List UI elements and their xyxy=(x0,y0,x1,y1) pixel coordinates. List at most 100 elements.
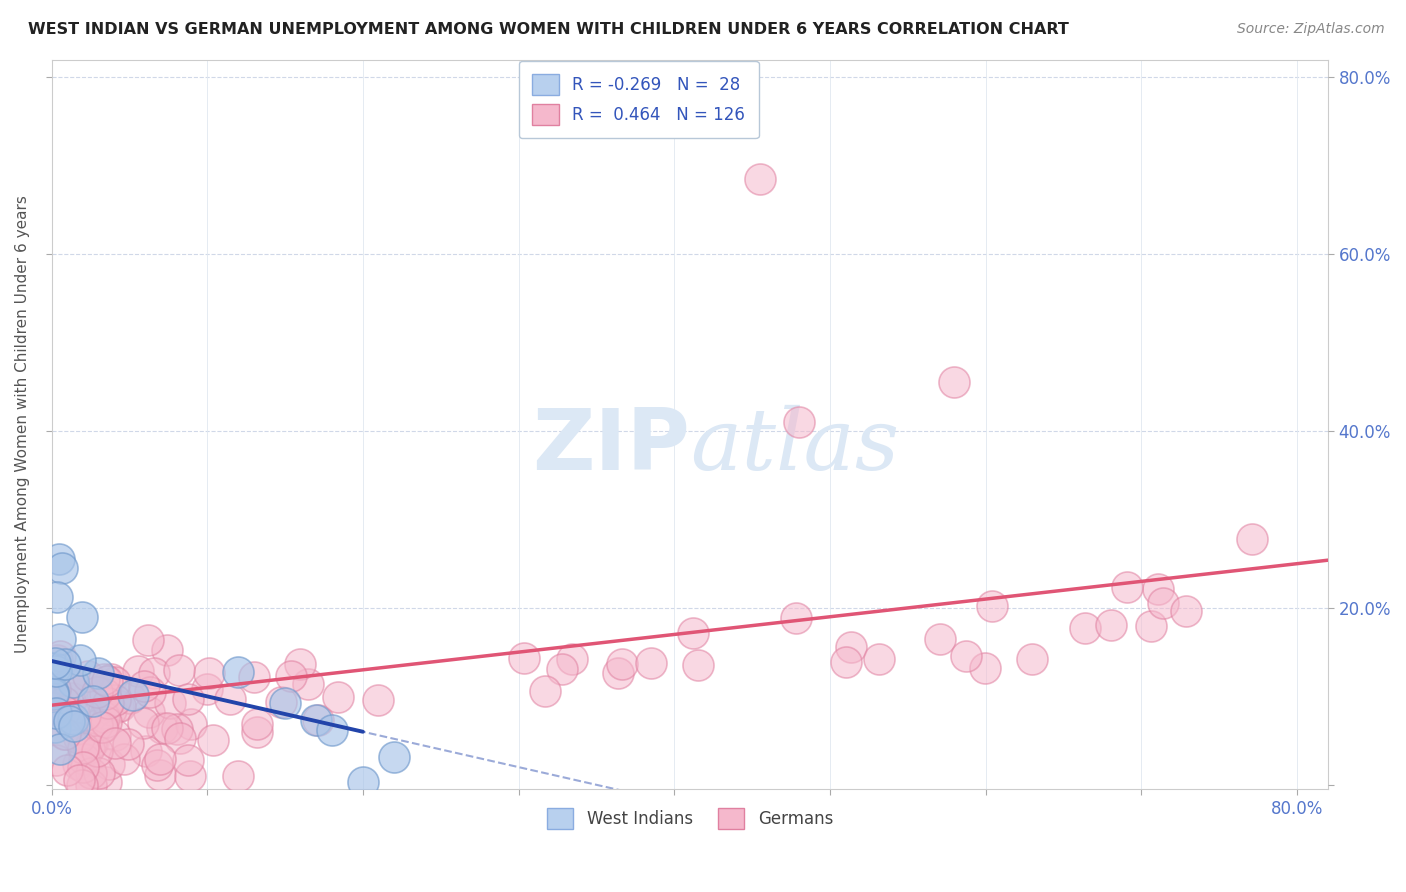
Point xyxy=(1152,596,1174,610)
Text: WEST INDIAN VS GERMAN UNEMPLOYMENT AMONG WOMEN WITH CHILDREN UNDER 6 YEARS CORRE: WEST INDIAN VS GERMAN UNEMPLOYMENT AMONG… xyxy=(28,22,1069,37)
Point xyxy=(96,697,118,711)
Point xyxy=(58,714,80,729)
Point xyxy=(58,675,80,690)
Point xyxy=(52,727,75,741)
Point xyxy=(297,677,319,691)
Point xyxy=(195,682,218,697)
Point xyxy=(82,694,104,708)
Point xyxy=(100,703,122,717)
Point xyxy=(89,684,111,698)
Point xyxy=(135,744,157,758)
Point xyxy=(974,660,997,674)
Point xyxy=(86,685,108,699)
Point xyxy=(96,674,118,689)
Point xyxy=(127,665,149,679)
Point xyxy=(382,749,405,764)
Point xyxy=(180,716,202,731)
Point xyxy=(328,690,350,704)
Point xyxy=(87,666,110,681)
Point xyxy=(72,759,94,773)
Point xyxy=(1021,652,1043,666)
Point xyxy=(288,657,311,671)
Point xyxy=(607,665,630,680)
Point xyxy=(640,657,662,671)
Point xyxy=(1099,618,1122,632)
Point xyxy=(100,673,122,687)
Point xyxy=(104,728,127,742)
Point xyxy=(1140,619,1163,633)
Point xyxy=(270,695,292,709)
Point xyxy=(77,741,100,756)
Point xyxy=(682,626,704,640)
Point xyxy=(112,752,135,766)
Point xyxy=(75,708,97,723)
Text: Source: ZipAtlas.com: Source: ZipAtlas.com xyxy=(1237,22,1385,37)
Point xyxy=(159,696,181,710)
Point xyxy=(834,655,856,669)
Point xyxy=(868,652,890,666)
Point xyxy=(136,633,159,648)
Point xyxy=(69,727,91,741)
Point xyxy=(53,704,76,718)
Point xyxy=(307,714,329,728)
Point xyxy=(60,711,83,725)
Point xyxy=(53,727,76,741)
Point xyxy=(87,766,110,780)
Point xyxy=(955,648,977,663)
Y-axis label: Unemployment Among Women with Children Under 6 years: Unemployment Among Women with Children U… xyxy=(15,195,30,653)
Point xyxy=(104,674,127,689)
Point xyxy=(45,664,67,678)
Point xyxy=(94,775,117,789)
Point xyxy=(63,680,86,694)
Point xyxy=(142,666,165,681)
Point xyxy=(246,716,269,731)
Text: atlas: atlas xyxy=(690,405,898,488)
Point xyxy=(91,706,114,720)
Point xyxy=(980,599,1002,613)
Point xyxy=(686,657,709,672)
Point xyxy=(48,552,70,566)
Point xyxy=(46,590,69,604)
Point xyxy=(561,652,583,666)
Point xyxy=(60,691,83,706)
Point xyxy=(1174,604,1197,618)
Point xyxy=(91,720,114,734)
Point xyxy=(104,736,127,750)
Point xyxy=(69,653,91,667)
Point xyxy=(748,172,770,186)
Point xyxy=(246,724,269,739)
Point xyxy=(96,714,118,729)
Point xyxy=(367,692,389,706)
Point xyxy=(72,741,94,756)
Point xyxy=(352,774,374,789)
Point xyxy=(179,769,201,783)
Point xyxy=(787,415,810,429)
Point xyxy=(86,718,108,732)
Point xyxy=(177,753,200,767)
Point xyxy=(108,698,131,713)
Legend: West Indians, Germans: West Indians, Germans xyxy=(540,801,839,836)
Point xyxy=(107,698,129,713)
Point xyxy=(51,561,73,575)
Point xyxy=(274,696,297,710)
Point xyxy=(46,695,69,709)
Point xyxy=(132,679,155,693)
Point xyxy=(62,712,84,726)
Point xyxy=(46,653,69,667)
Point xyxy=(149,768,172,782)
Point xyxy=(1240,532,1263,546)
Point xyxy=(202,732,225,747)
Point xyxy=(150,721,173,735)
Point xyxy=(56,763,79,777)
Point xyxy=(943,376,966,390)
Point xyxy=(42,701,65,715)
Point xyxy=(146,758,169,772)
Text: ZIP: ZIP xyxy=(531,405,690,488)
Point xyxy=(44,682,66,697)
Point xyxy=(98,757,121,772)
Point xyxy=(177,692,200,706)
Point xyxy=(45,753,67,767)
Point xyxy=(280,669,302,683)
Point xyxy=(786,611,808,625)
Point xyxy=(305,713,328,727)
